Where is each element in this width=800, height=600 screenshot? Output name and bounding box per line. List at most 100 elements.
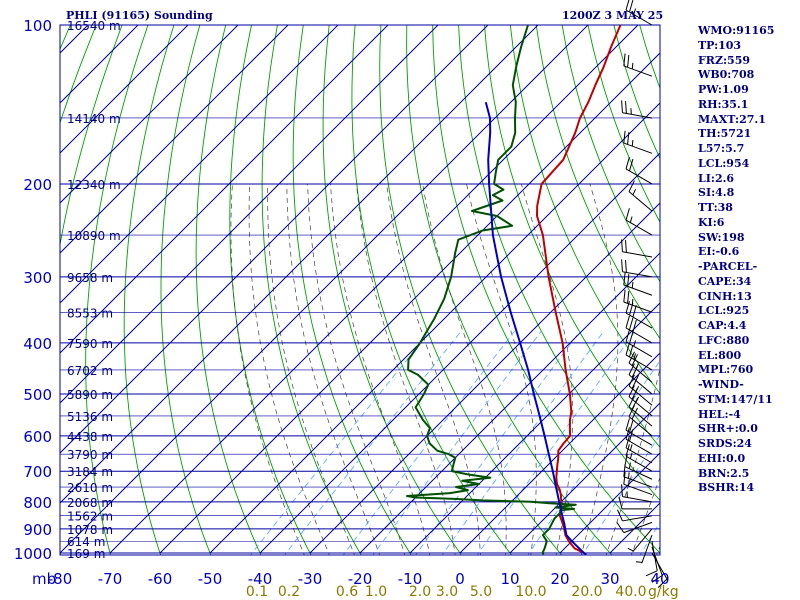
height-label: 4438 m	[67, 430, 113, 444]
index-item: L57:5.7	[698, 142, 745, 155]
pressure-label: 900	[23, 521, 52, 539]
temp-tick-label: -60	[148, 570, 173, 588]
temp-tick-label: -30	[298, 570, 323, 588]
index-item: SW:198	[698, 230, 745, 244]
dry-adiabat	[229, 25, 312, 555]
background-lines	[60, 1, 800, 556]
unit-label-mb: mb	[32, 570, 56, 588]
moist-adiabat	[466, 183, 537, 555]
dry-adiabat	[261, 25, 362, 555]
pressure-label: 500	[23, 386, 52, 404]
wind-barb	[628, 363, 653, 395]
wind-barb	[621, 100, 653, 119]
height-label: 6702 m	[67, 364, 113, 378]
mixing-ratio-label: 3.0	[436, 584, 458, 600]
dry-adiabat	[160, 25, 212, 555]
moist-adiabat	[386, 183, 481, 555]
temp-tick-label: -40	[248, 570, 273, 588]
mixing-ratio-line	[283, 330, 462, 555]
index-item: CINH:13	[698, 289, 752, 303]
temp-tick-label: -10	[398, 570, 423, 588]
wind-barb	[628, 351, 653, 383]
index-item: WMO:91165	[698, 24, 775, 37]
temp-tick-label: 40	[650, 570, 669, 588]
height-label: 614 m	[67, 535, 105, 549]
height-label: 14140 m	[67, 112, 121, 126]
moist-adiabat	[230, 183, 305, 555]
mixing-ratio-label: 0.6	[336, 584, 358, 600]
isotherm-line	[60, 25, 489, 454]
moist-adiabat	[580, 183, 619, 555]
index-item: BSHR:14	[698, 481, 755, 495]
mixing-ratio-label: 5.0	[470, 584, 492, 600]
height-label: 3184 m	[67, 465, 113, 479]
index-item: EHI:0.0	[698, 451, 746, 465]
mixing-ratio-label: 10.0	[515, 584, 546, 600]
mixing-ratio-label: 40.0	[615, 584, 646, 600]
wind-barb	[645, 541, 658, 577]
index-item: -PARCEL-	[698, 260, 758, 273]
pressure-label: 600	[23, 428, 52, 446]
series-dewpoint	[406, 25, 577, 555]
time-title: 1200Z 3 MAY 25	[562, 9, 664, 22]
wind-barb	[625, 315, 653, 344]
wind-barb	[623, 272, 653, 296]
isotherm-line	[359, 252, 660, 554]
unit-label-gkg: g/kg	[648, 584, 679, 600]
series-temperature	[536, 25, 622, 555]
isotherm-line	[459, 352, 660, 554]
index-item: LI:2.6	[698, 171, 735, 185]
isotherm-line	[409, 302, 660, 554]
pressure-label: 100	[23, 17, 52, 35]
index-item: TP:103	[698, 38, 742, 52]
isotherm-line	[209, 102, 660, 554]
temp-tick-label: -50	[198, 570, 223, 588]
indices-list: WMO:91165 TP:103 FRZ:559 WB0:708 PW:1.09 RH:3…	[698, 24, 774, 496]
dry-adiabat	[509, 25, 660, 395]
plot-frame	[59, 24, 661, 556]
wind-barb	[625, 418, 653, 446]
moist-adiabat	[267, 183, 355, 555]
wind-barb	[621, 239, 653, 258]
index-item: EI:-0.6	[698, 245, 740, 259]
height-label: 7590 m	[67, 337, 113, 351]
index-item: -WIND-	[698, 378, 744, 391]
index-item: LFC:880	[698, 333, 750, 347]
wind-barb	[628, 385, 653, 417]
wind-barb	[628, 180, 653, 212]
pressure-label: 700	[23, 463, 52, 481]
height-label: 3790 m	[67, 448, 113, 462]
temp-tick-label: 0	[455, 570, 465, 588]
index-item: SI:4.8	[698, 186, 735, 200]
isotherm-line	[509, 402, 660, 554]
wind-barb	[625, 427, 653, 455]
wind-barb	[625, 342, 653, 371]
wind-barb	[623, 471, 653, 496]
temp-tick-label: 30	[600, 570, 619, 588]
mixing-ratio-label: 0.2	[278, 584, 300, 600]
isotherm-line	[109, 25, 639, 554]
wind-barb	[635, 534, 653, 564]
isotherm-line	[60, 25, 439, 404]
wind-barb	[625, 208, 653, 236]
height-label: 5136 m	[67, 410, 113, 424]
index-item: EL:800	[698, 348, 742, 362]
isotherm-line	[159, 52, 660, 554]
height-label: 12340 m	[67, 178, 121, 192]
wind-barb	[627, 528, 653, 553]
pressure-label: 800	[23, 494, 52, 512]
index-item: CAPE:34	[698, 274, 752, 288]
wind-barb	[623, 130, 653, 154]
height-label: 5890 m	[67, 388, 113, 402]
mixing-ratio-label: 2.0	[409, 584, 431, 600]
moist-adiabat	[422, 183, 507, 555]
index-item: STM:147/11	[698, 392, 773, 406]
station-title: PHLI (91165) Sounding	[66, 9, 213, 22]
dry-adiabat	[784, 1, 800, 556]
mixing-ratio-line	[441, 330, 605, 555]
index-item: RH:35.1	[698, 97, 749, 111]
isotherm-group	[60, 25, 660, 554]
height-label: 10890 m	[67, 229, 121, 243]
